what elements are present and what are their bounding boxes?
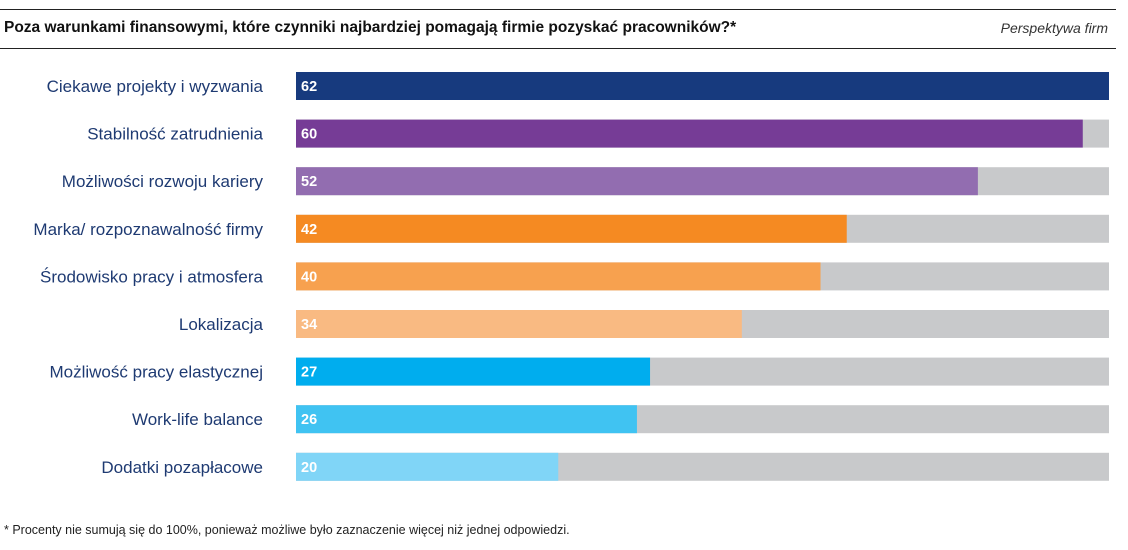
value-label: 34	[301, 317, 317, 333]
category-label: Środowisko pracy i atmosfera	[40, 267, 264, 286]
category-label: Możliwość pracy elastycznej	[49, 363, 263, 382]
bar	[296, 310, 742, 338]
value-label: 42	[301, 222, 317, 238]
bar	[296, 405, 637, 434]
category-label: Dodatki pozapłacowe	[101, 458, 263, 477]
title-rule	[0, 48, 1116, 49]
category-label: Marka/ rozpoznawalność firmy	[33, 220, 263, 239]
bar	[296, 119, 1083, 148]
value-label: 40	[301, 269, 317, 285]
top-rule	[0, 9, 1116, 10]
value-label: 52	[301, 174, 317, 190]
category-label: Lokalizacja	[179, 315, 264, 334]
bar	[296, 357, 651, 386]
category-label: Work-life balance	[132, 410, 263, 429]
footnote: * Procenty nie sumują się do 100%, ponie…	[4, 523, 570, 537]
category-label: Możliwości rozwoju kariery	[62, 172, 264, 191]
category-label: Stabilność zatrudnienia	[87, 125, 263, 144]
bar	[296, 72, 1109, 100]
value-label: 27	[301, 365, 317, 381]
value-label: 26	[301, 412, 317, 428]
bar	[296, 262, 821, 291]
value-label: 20	[301, 460, 317, 476]
value-label: 60	[301, 127, 317, 143]
chart-title: Poza warunkami finansowymi, które czynni…	[4, 19, 737, 36]
bar	[296, 452, 559, 481]
perspective-label: Perspektywa firm	[1000, 20, 1108, 36]
category-label: Ciekawe projekty i wyzwania	[47, 77, 264, 96]
value-label: 62	[301, 79, 317, 95]
bar	[296, 214, 847, 243]
bar	[296, 167, 978, 196]
